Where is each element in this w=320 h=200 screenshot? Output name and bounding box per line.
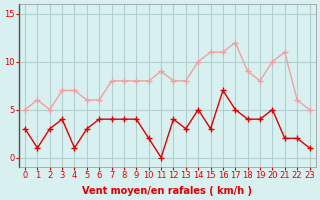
X-axis label: Vent moyen/en rafales ( km/h ): Vent moyen/en rafales ( km/h ) [82, 186, 252, 196]
